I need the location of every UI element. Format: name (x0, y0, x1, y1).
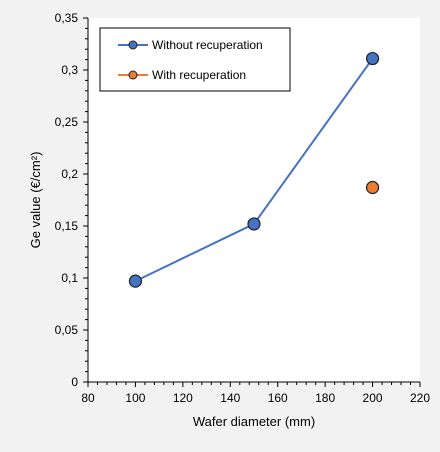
y-tick-label: 0,35 (55, 11, 79, 25)
x-tick-label: 140 (220, 391, 240, 405)
legend-label-without-recuperation: Without recuperation (152, 38, 263, 52)
legend-label-with-recuperation: With recuperation (152, 68, 246, 82)
y-tick-label: 0 (71, 375, 78, 389)
x-tick-label: 220 (410, 391, 430, 405)
y-tick-label: 0,3 (61, 63, 78, 77)
y-tick-group: 0 0,05 0,1 0,15 0,2 0,25 0,3 0,35 (55, 11, 88, 389)
legend: Without recuperation With recuperation (99, 27, 291, 92)
series-group (128, 51, 380, 288)
y-tick-label: 0,25 (55, 115, 79, 129)
data-point-with-recuperation (365, 180, 380, 195)
y-tick-label: 0,05 (55, 323, 79, 337)
x-tick-label: 80 (81, 391, 95, 405)
x-tick-label: 160 (268, 391, 288, 405)
data-point-without-recuperation (365, 51, 380, 66)
y-tick-label: 0,2 (61, 167, 78, 181)
x-tick-label: 200 (363, 391, 383, 405)
data-point-without-recuperation (128, 274, 143, 288)
x-tick-label: 180 (315, 391, 335, 405)
x-tick-label: 120 (173, 391, 193, 405)
x-tick-label: 100 (125, 391, 145, 405)
y-tick-label: 0,1 (61, 271, 78, 285)
legend-marker-without-recuperation (128, 40, 138, 50)
y-tick-label: 0,15 (55, 219, 79, 233)
x-axis-title: Wafer diameter (mm) (193, 414, 315, 429)
data-point-without-recuperation (247, 217, 261, 231)
legend-marker-with-recuperation (128, 70, 138, 80)
x-tick-group: 80 100 120 140 160 180 200 220 (81, 382, 430, 405)
legend-box (99, 27, 291, 92)
y-axis-title: Ge value (€/cm²) (28, 152, 43, 249)
